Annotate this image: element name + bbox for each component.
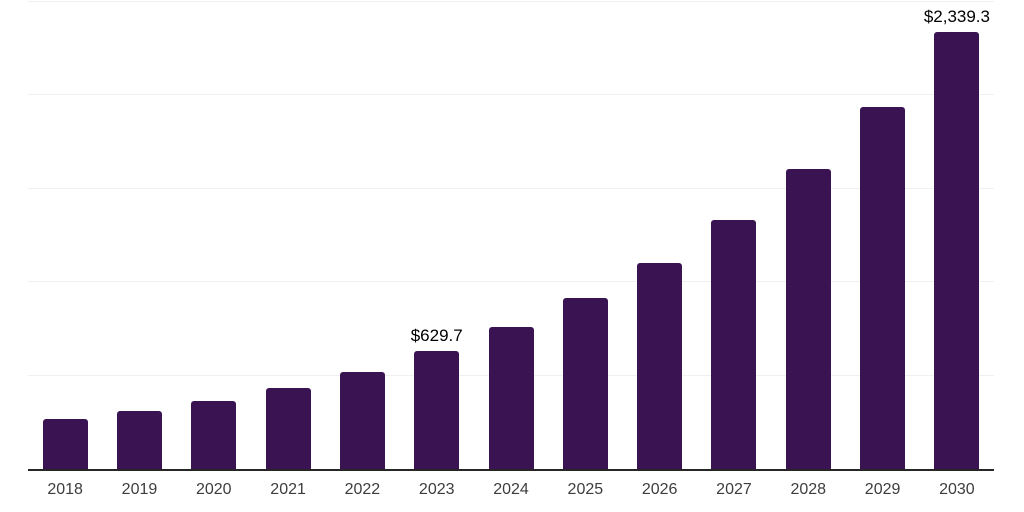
x-axis-labels: 2018 2019 2020 2021 2022 2023 2024 2025 2026 2027… [28,479,994,500]
x-axis-label-2021: 2021 [270,481,306,498]
bar-2020 [191,400,237,469]
bar-slot-2028 [771,2,845,469]
bar-slot-2030: $2,339.3 [920,2,994,469]
bar-2021 [265,387,311,469]
bar-2029 [860,106,906,469]
x-axis-label-2025: 2025 [567,481,604,498]
x-axis-label-2022: 2022 [344,481,381,498]
x-axis-label-2026: 2026 [641,481,678,498]
bar-slot-2019 [102,2,176,469]
bar-slot-2020 [177,2,251,469]
x-axis-label-2019: 2019 [121,481,158,498]
bar-2023: $629.7 [411,326,463,469]
gridline-2500 [28,1,994,2]
bar-slot-2018 [28,2,102,469]
bars-row: $629.7 $2,339.3 [28,2,994,469]
bar-2026 [637,262,683,469]
bar-slot-2025 [548,2,622,469]
bar-2030: $2,339.3 [924,7,990,469]
bar-slot-2022 [325,2,399,469]
x-axis-label-2030: 2030 [939,481,975,498]
x-axis-label-2027: 2027 [716,481,752,498]
x-axis-label-2018: 2018 [47,481,83,498]
plot-area: $629.7 $2,339.3 [28,1,994,471]
x-axis-label-2023: 2023 [418,481,455,498]
x-axis-label-2028: 2028 [790,481,827,498]
bar-slot-2024 [474,2,548,469]
bar-value-label-2023: $629.7 [410,326,463,346]
bar-2027 [711,220,757,469]
bar-2028 [785,169,831,469]
gridline-1500 [28,187,994,189]
x-axis-label-2029: 2029 [864,481,901,498]
bar-slot-2027 [697,2,771,469]
bar-2018 [42,419,88,469]
bar-slot-2029 [845,2,919,469]
bar-2024 [488,327,534,469]
gridline-2000 [28,94,994,96]
bar-slot-2026 [623,2,697,469]
x-axis-label-2024: 2024 [493,481,529,498]
x-axis-label-2020: 2020 [195,481,232,498]
bar-2025 [562,297,608,469]
bar-value-label-2030: $2,339.3 [923,7,990,27]
bar-slot-2023: $629.7 [400,2,474,469]
bar-slot-2021 [251,2,325,469]
bar-2019 [116,411,162,469]
gridline-1000 [28,281,994,283]
bar-2022 [339,371,385,469]
